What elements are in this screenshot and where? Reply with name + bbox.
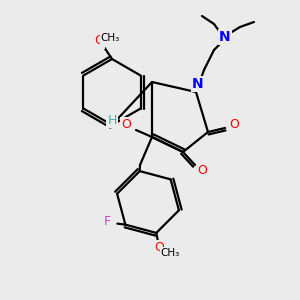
Text: CH₃: CH₃ <box>100 33 120 43</box>
Text: O: O <box>121 118 131 130</box>
Text: N: N <box>192 77 204 91</box>
Text: N: N <box>219 30 231 44</box>
Text: O: O <box>229 118 239 131</box>
Text: H: H <box>107 113 117 127</box>
Text: CH₃: CH₃ <box>161 248 180 258</box>
Text: O: O <box>197 164 207 176</box>
Text: F: F <box>104 215 111 228</box>
Text: O: O <box>94 34 104 47</box>
Text: O: O <box>154 242 164 254</box>
